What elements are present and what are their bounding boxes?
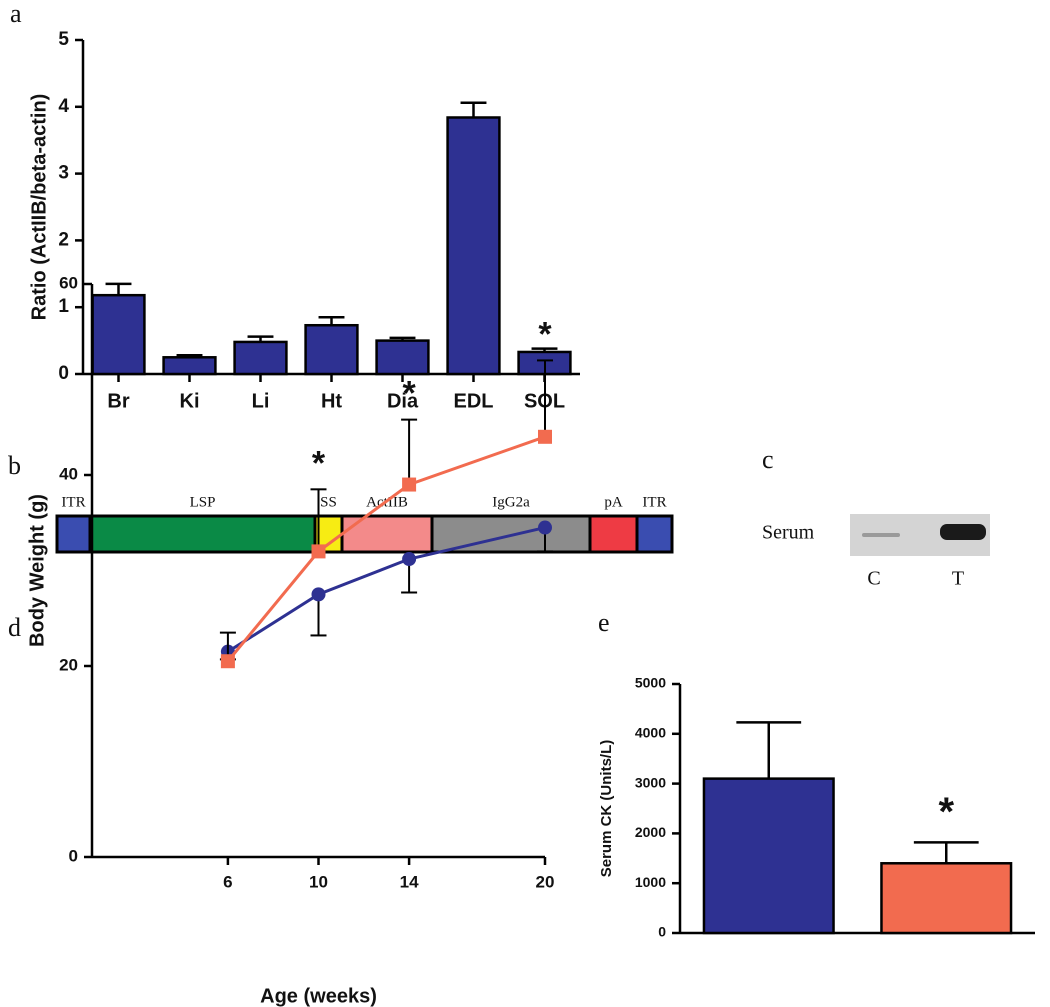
marker [311,587,326,602]
bar [375,339,430,376]
y-tick-label: 2000 [635,824,666,840]
y-tick-label: 40 [59,464,78,483]
significance: * [538,315,552,353]
bar [91,293,146,376]
y-tick-label: 0 [69,846,78,865]
x-tick-label: Li [252,390,270,412]
x-tick-label: Br [107,390,129,412]
blot-label: Serum [762,522,815,544]
y-tick-label: 60 [59,273,78,292]
x-tick-label: 10 [309,872,328,891]
bar [304,323,359,376]
marker [311,544,326,559]
segment-label: pA [604,494,623,510]
bar [880,862,1013,935]
segment-label: LSP [190,494,216,510]
blot-band [940,524,986,540]
bar [162,356,217,376]
marker [538,520,552,535]
y-axis-label: Body Weight (g) [26,494,48,647]
x-axis-label: Age (weeks) [260,985,377,1007]
y-tick-label: 4 [58,96,69,117]
panel-label: e [598,608,610,637]
marker [402,477,417,492]
y-tick-label: 0 [58,363,69,384]
y-tick-label: 20 [59,655,78,674]
y-tick-label: 5 [58,29,69,50]
series-line [227,526,546,653]
x-tick-label: 20 [536,872,555,891]
x-tick-label: EDL [454,390,494,412]
y-axis-label: Ratio (ActIIB/beta-actin) [28,94,50,321]
bar [702,777,835,935]
panel-label: a [10,0,22,28]
y-axis-label: Serum CK (Units/L) [598,740,615,878]
x-tick-label: Ht [321,390,342,412]
construct-segment [88,514,317,554]
y-tick-label: 5000 [635,675,666,691]
series-line [226,435,546,663]
significance: * [402,375,416,413]
x-tick-label: Ki [180,390,200,412]
y-tick-label: 3 [58,163,69,184]
y-tick-label: 0 [658,924,666,940]
segment-label: SS [320,494,337,510]
panel-label: c [762,445,774,474]
bar [233,340,288,376]
construct-segment [635,514,674,554]
marker [538,429,552,444]
y-tick-label: 1 [58,296,69,317]
marker [402,552,417,567]
x-tick-label: 14 [400,872,419,891]
segment-label: ITR [61,494,85,510]
significance: * [938,790,954,834]
construct-segment [340,514,434,554]
blot-band [862,533,900,537]
panel-label: d [8,613,21,642]
y-tick-label: 4000 [635,725,666,741]
y-tick-label: 2 [58,229,69,250]
x-tick-label: Dia [387,390,419,412]
bar [446,116,501,376]
construct-segment [588,514,639,554]
segment-label: ITR [642,494,666,510]
x-tick-label: 6 [223,872,232,891]
lane-label: T [952,568,964,590]
segment-label: IgG2a [492,494,530,510]
significance: * [312,444,326,482]
y-tick-label: 3000 [635,774,666,790]
y-tick-label: 1000 [635,874,666,890]
lane-label: C [867,568,880,590]
construct-segment [55,514,92,554]
marker [220,654,235,669]
panel-label: b [8,451,21,480]
